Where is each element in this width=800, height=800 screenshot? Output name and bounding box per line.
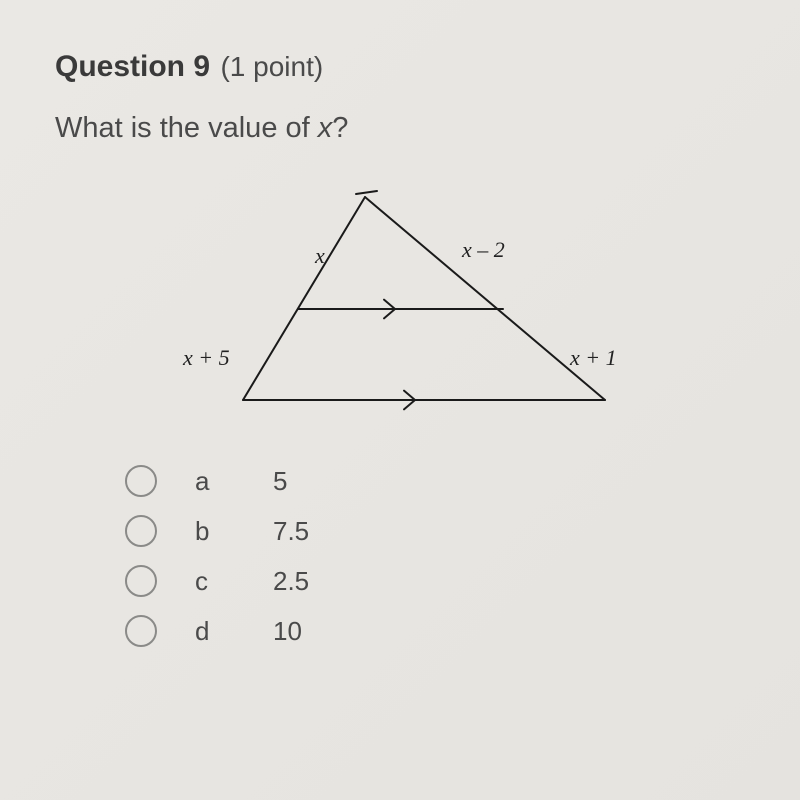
prompt-variable: x [318,112,333,144]
option-row-b[interactable]: b 7.5 [125,515,745,547]
question-points: (1 point) [220,51,323,82]
diagram-svg: x x – 2 x + 5 x + 1 [165,185,635,415]
radio-c[interactable] [125,565,157,597]
radio-d[interactable] [125,615,157,647]
question-number: Question 9 [55,50,210,83]
option-value: 2.5 [273,566,309,597]
option-letter: c [195,566,255,597]
radio-a[interactable] [125,465,157,497]
option-value: 5 [273,466,287,497]
prompt-suffix: ? [332,112,348,144]
question-header: Question 9 (1 point) [55,50,745,84]
option-letter: d [195,616,255,647]
radio-b[interactable] [125,515,157,547]
svg-text:x + 1: x + 1 [569,345,617,370]
option-row-c[interactable]: c 2.5 [125,565,745,597]
svg-text:x: x [314,243,325,268]
svg-text:x + 5: x + 5 [182,345,230,370]
svg-text:x – 2: x – 2 [461,237,505,262]
option-value: 10 [273,616,302,647]
triangle-diagram: x x – 2 x + 5 x + 1 [165,185,745,420]
question-prompt: What is the value of x? [55,112,745,145]
option-value: 7.5 [273,516,309,547]
option-letter: a [195,466,255,497]
option-row-a[interactable]: a5 [125,465,745,497]
answer-options: a5b7.5c2.5d10 [125,465,745,647]
option-letter: b [195,516,255,547]
prompt-prefix: What is the value of [55,112,318,144]
option-row-d[interactable]: d 10 [125,615,745,647]
